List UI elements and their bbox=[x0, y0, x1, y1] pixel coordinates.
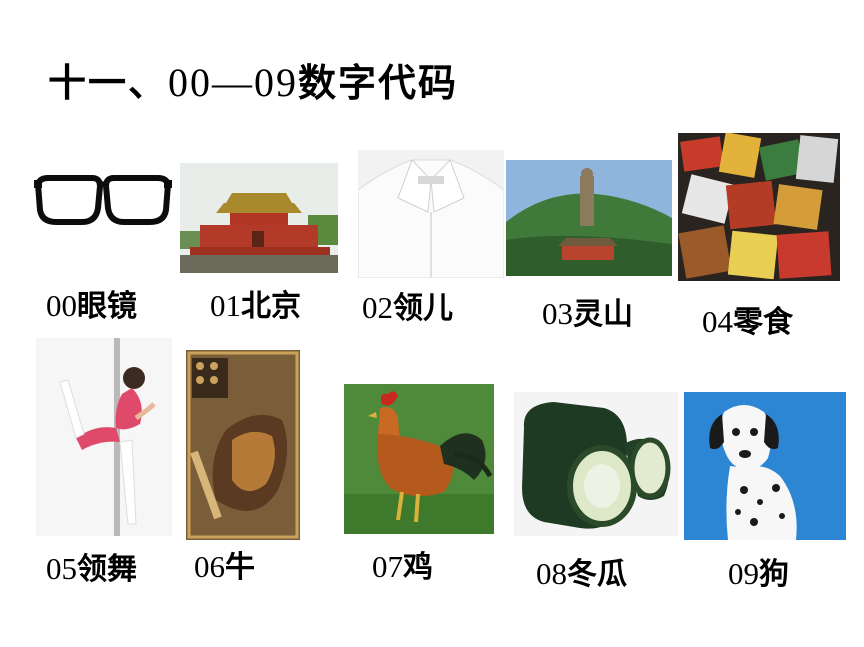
wax-gourd-icon bbox=[514, 392, 678, 536]
caption-num: 00 bbox=[46, 288, 77, 323]
caption-num: 04 bbox=[702, 304, 733, 339]
caption-word: 领儿 bbox=[393, 291, 453, 326]
dalmatian-icon bbox=[684, 392, 846, 540]
caption-word: 狗 bbox=[759, 557, 789, 592]
caption-word: 北京 bbox=[241, 289, 301, 324]
caption-word: 冬瓜 bbox=[567, 557, 627, 592]
caption-num: 09 bbox=[728, 556, 759, 591]
caption-num: 02 bbox=[362, 290, 393, 325]
caption-09: 09狗 bbox=[728, 558, 789, 590]
caption-05: 05领舞 bbox=[46, 553, 137, 585]
caption-word: 牛 bbox=[225, 550, 255, 585]
caption-04: 04零食 bbox=[702, 306, 793, 338]
pole-dancer-icon bbox=[36, 338, 172, 536]
caption-word: 鸡 bbox=[403, 550, 433, 585]
page-title: 十一、00—09数字代码 bbox=[48, 52, 458, 107]
buddha-statue-icon bbox=[506, 160, 672, 276]
caption-02: 02领儿 bbox=[362, 292, 453, 324]
caption-word: 眼镜 bbox=[77, 289, 137, 324]
caption-08: 08冬瓜 bbox=[536, 558, 627, 590]
snacks-icon bbox=[678, 133, 840, 281]
caption-num: 06 bbox=[194, 549, 225, 584]
caption-word: 灵山 bbox=[573, 297, 633, 332]
bull-poster-icon bbox=[186, 350, 300, 540]
title-numbers: 00—09 bbox=[168, 60, 299, 105]
caption-num: 01 bbox=[210, 288, 241, 323]
title-suffix: 数字代码 bbox=[298, 61, 459, 105]
title-prefix: 十一、 bbox=[48, 61, 169, 105]
caption-num: 03 bbox=[542, 296, 573, 331]
caption-num: 05 bbox=[46, 551, 77, 586]
caption-num: 07 bbox=[372, 549, 403, 584]
caption-word: 零食 bbox=[733, 305, 793, 340]
caption-01: 01北京 bbox=[210, 290, 301, 322]
rooster-icon bbox=[344, 384, 494, 534]
caption-06: 06牛 bbox=[194, 551, 255, 583]
caption-num: 08 bbox=[536, 556, 567, 591]
caption-03: 03灵山 bbox=[542, 298, 633, 330]
caption-07: 07鸡 bbox=[372, 551, 433, 583]
caption-word: 领舞 bbox=[77, 552, 137, 587]
tiananmen-icon bbox=[180, 163, 338, 273]
shirt-collar-icon bbox=[358, 150, 504, 278]
caption-00: 00眼镜 bbox=[46, 290, 137, 322]
glasses-icon bbox=[34, 170, 172, 232]
